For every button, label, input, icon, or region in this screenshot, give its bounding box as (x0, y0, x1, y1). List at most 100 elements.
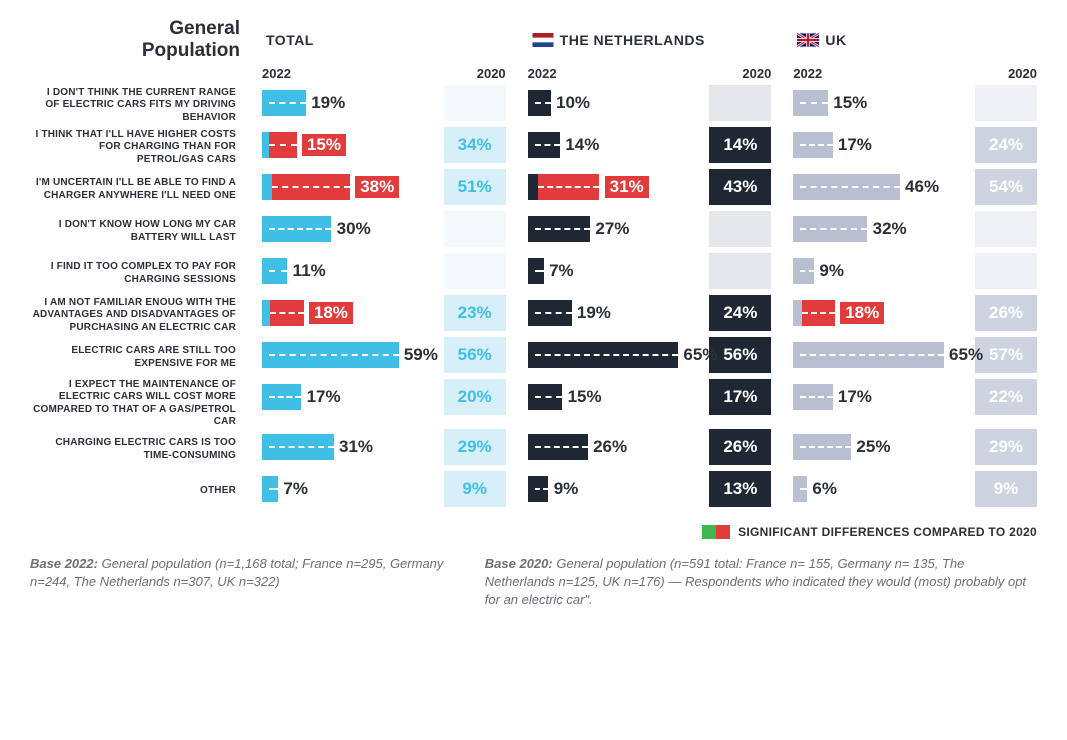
bar-2020-6-total: 56% (444, 337, 506, 373)
cell-6-uk: 65%57% (793, 337, 1037, 373)
bar-2022-6-total: 59% (262, 337, 436, 373)
cell-5-uk: 18%26% (793, 295, 1037, 331)
bar-2020-4-uk-empty (975, 253, 1037, 289)
cell-7-uk: 17%22% (793, 379, 1037, 415)
bar-2022-2-total: 38% (262, 169, 436, 205)
bar-2020-3-total-empty (444, 211, 506, 247)
cell-8-uk: 25%29% (793, 429, 1037, 465)
bar-2022-6-uk: 65% (793, 337, 967, 373)
bar-2022-3-uk: 32% (793, 211, 967, 247)
bar-2022-4-uk: 9% (793, 253, 967, 289)
cell-9-uk: 6%9% (793, 471, 1037, 507)
bar-2022-1-uk: 17% (793, 127, 967, 163)
bar-2022-3-nl: 27% (528, 211, 702, 247)
bar-2020-8-nl: 26% (709, 429, 771, 465)
row-label-3: I DON'T KNOW HOW LONG MY CAR BATTERY WIL… (30, 211, 240, 253)
bar-2022-9-nl: 9% (528, 471, 702, 507)
bar-2022-5-nl: 19% (528, 295, 702, 331)
bar-2022-2-nl: 31% (528, 169, 702, 205)
bar-2022-0-uk: 15% (793, 85, 967, 121)
bar-2020-9-nl: 13% (709, 471, 771, 507)
col-header-uk: UK (793, 18, 1037, 62)
bar-2020-2-uk: 54% (975, 169, 1037, 205)
cell-3-nl: 27% (528, 211, 772, 247)
bar-2022-5-uk: 18% (793, 295, 967, 331)
cell-3-uk: 32% (793, 211, 1037, 247)
cell-7-nl: 15%17% (528, 379, 772, 415)
row-label-7: I EXPECT THE MAINTENANCE OF ELECTRIC CAR… (30, 379, 240, 429)
cell-0-total: 19% (262, 85, 506, 121)
bar-2020-2-total: 51% (444, 169, 506, 205)
bar-2020-4-nl-empty (709, 253, 771, 289)
bar-2022-4-total: 11% (262, 253, 436, 289)
cell-9-total: 7%9% (262, 471, 506, 507)
footnotes: Base 2022: General population (n=1,168 t… (30, 555, 1037, 610)
legend: SIGNIFICANT DIFFERENCES COMPARED TO 2020 (262, 525, 1037, 539)
bar-2020-8-uk: 29% (975, 429, 1037, 465)
bar-2020-5-nl: 24% (709, 295, 771, 331)
col-header-nl: THE NETHERLANDS (528, 18, 772, 62)
bar-2022-2-uk: 46% (793, 169, 967, 205)
years-total: 20222020 (262, 66, 506, 81)
bar-2020-7-total: 20% (444, 379, 506, 415)
cell-2-nl: 31%43% (528, 169, 772, 205)
bar-2022-0-nl: 10% (528, 85, 702, 121)
bar-2020-0-total-empty (444, 85, 506, 121)
bar-2020-1-total: 34% (444, 127, 506, 163)
bar-2020-7-nl: 17% (709, 379, 771, 415)
bar-2020-0-uk-empty (975, 85, 1037, 121)
row-label-5: I AM NOT FAMILIAR ENOUG WITH THE ADVANTA… (30, 295, 240, 337)
bar-2022-5-total: 18% (262, 295, 436, 331)
cell-1-total: 15%34% (262, 127, 506, 163)
bar-2020-5-total: 23% (444, 295, 506, 331)
cell-4-uk: 9% (793, 253, 1037, 289)
cell-5-total: 18%23% (262, 295, 506, 331)
col-header-total: TOTAL (262, 18, 506, 62)
cell-9-nl: 9%13% (528, 471, 772, 507)
cell-6-nl: 65%56% (528, 337, 772, 373)
cell-6-total: 59%56% (262, 337, 506, 373)
bar-2022-1-nl: 14% (528, 127, 702, 163)
bar-2020-8-total: 29% (444, 429, 506, 465)
bar-2022-9-uk: 6% (793, 471, 967, 507)
bar-2020-6-nl: 56% (709, 337, 771, 373)
bar-2020-0-nl-empty (709, 85, 771, 121)
bar-2020-9-uk: 9% (975, 471, 1037, 507)
bar-2020-4-total-empty (444, 253, 506, 289)
row-label-9: OTHER (30, 471, 240, 513)
row-label-2: I'M UNCERTAIN I'LL BE ABLE TO FIND A CHA… (30, 169, 240, 211)
cell-4-nl: 7% (528, 253, 772, 289)
bar-2022-6-nl: 65% (528, 337, 702, 373)
bar-2020-2-nl: 43% (709, 169, 771, 205)
bar-2022-7-uk: 17% (793, 379, 967, 415)
cell-0-nl: 10% (528, 85, 772, 121)
row-label-4: I FIND IT TOO COMPLEX TO PAY FOR CHARGIN… (30, 253, 240, 295)
row-label-0: I DON'T THINK THE CURRENT RANGE OF ELECT… (30, 85, 240, 127)
bar-2020-5-uk: 26% (975, 295, 1037, 331)
bar-2022-7-nl: 15% (528, 379, 702, 415)
bar-2020-7-uk: 22% (975, 379, 1037, 415)
bar-2020-1-uk: 24% (975, 127, 1037, 163)
bar-2020-9-total: 9% (444, 471, 506, 507)
bar-2022-8-uk: 25% (793, 429, 967, 465)
chart-title: GeneralPopulation (30, 18, 240, 62)
row-label-8: CHARGING ELECTRIC CARS IS TOO TIME-CONSU… (30, 429, 240, 471)
row-label-1: I THINK THAT I'LL HAVE HIGHER COSTS FOR … (30, 127, 240, 169)
row-label-6: ELECTRIC CARS ARE STILL TOO EXPENSIVE FO… (30, 337, 240, 379)
cell-2-total: 38%51% (262, 169, 506, 205)
cell-8-nl: 26%26% (528, 429, 772, 465)
cell-3-total: 30% (262, 211, 506, 247)
survey-chart: GeneralPopulation TOTAL THE NETHERLANDS UK 2… (30, 18, 1037, 539)
bar-2022-0-total: 19% (262, 85, 436, 121)
cell-8-total: 31%29% (262, 429, 506, 465)
bar-2022-1-total: 15% (262, 127, 436, 163)
footnote-2022: Base 2022: General population (n=1,168 t… (30, 555, 455, 610)
bar-2022-3-total: 30% (262, 211, 436, 247)
bar-2020-6-uk: 57% (975, 337, 1037, 373)
bar-2022-8-total: 31% (262, 429, 436, 465)
bar-2020-3-uk-empty (975, 211, 1037, 247)
bar-2022-4-nl: 7% (528, 253, 702, 289)
bar-2020-3-nl-empty (709, 211, 771, 247)
years-nl: 20222020 (528, 66, 772, 81)
footnote-2020: Base 2020: General population (n=591 tot… (485, 555, 1037, 610)
